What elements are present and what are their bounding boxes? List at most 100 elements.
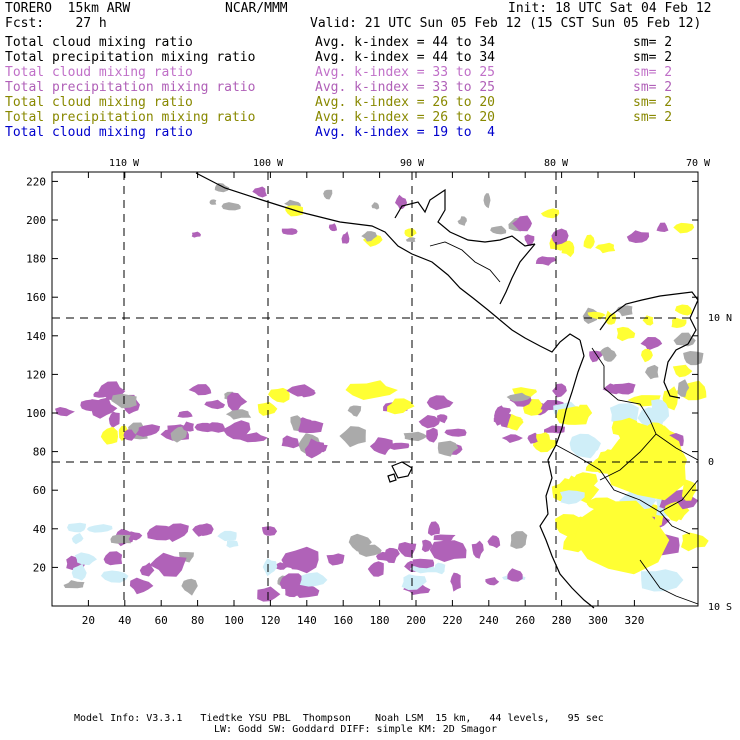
coastline-yucatan <box>394 188 536 247</box>
legend-index: Avg. k-index = 44 to 34 <box>315 35 496 50</box>
yellow-cloud-cell <box>268 387 290 403</box>
gray-cloud-cell <box>510 531 528 549</box>
axis-tick-labels: 20 40 60 80 100 120 140 160 180 200 220 240 260 280 30… <box>26 175 644 627</box>
lightblue-cloud-cell <box>569 433 601 457</box>
purple-cloud-cell <box>281 228 298 235</box>
init-time: Init: 18 UTC Sat 04 Feb 12 <box>508 1 712 16</box>
legend-sm: sm= 2 <box>633 50 673 65</box>
gray-cloud-cell <box>209 199 217 205</box>
gray-cloud-cell <box>371 202 380 210</box>
gray-cloud-cell <box>457 216 467 226</box>
purple-cloud-cell <box>412 558 435 569</box>
lightblue-cloud-cell <box>217 530 237 542</box>
yellow-cloud-cell <box>536 432 551 444</box>
y-tick-label: 100 <box>26 407 46 420</box>
purple-cloud-cell <box>196 523 214 536</box>
axis-ticks <box>52 172 698 606</box>
yellow-cloud-cell <box>574 500 670 575</box>
purple-cloud-cell <box>103 551 123 566</box>
y-tick-label: 120 <box>26 368 46 381</box>
purple-cloud-cell <box>252 186 267 198</box>
coastline-central-america <box>195 172 581 353</box>
lightblue-cloud-cell <box>71 563 87 581</box>
lightblue-cloud-cell <box>262 558 278 577</box>
model-info-line2: LW: Godd SW: Goddard DIFF: simple KM: 2D… <box>214 724 497 735</box>
legend-index: Avg. k-index = 26 to 20 <box>315 110 496 125</box>
purple-cloud-cell <box>139 562 155 577</box>
purple-cloud-cell <box>285 586 301 598</box>
purple-cloud-cell <box>589 350 603 363</box>
purple-cloud-cell <box>427 521 440 536</box>
y-tick-label: 40 <box>33 523 46 536</box>
purple-cloud-cell <box>194 422 214 433</box>
lightblue-cloud-cell <box>641 569 684 592</box>
x-tick-label: 260 <box>515 614 535 627</box>
yellow-cloud-cell <box>386 398 415 415</box>
lightblue-cloud-cell <box>86 524 113 533</box>
purple-cloud-cell <box>485 577 500 586</box>
lightblue-cloud-cell <box>299 572 328 587</box>
gray-cloud-cell <box>599 346 613 357</box>
gray-cloud-cell <box>490 225 507 235</box>
legend-label: Total cloud mixing ratio <box>5 125 193 140</box>
longitude-label: 110 W <box>109 158 140 169</box>
legend-label: Total precipitation mixing ratio <box>5 110 256 125</box>
border-colombia <box>591 347 657 481</box>
purple-cloud-cell <box>494 405 507 426</box>
purple-cloud-cell <box>656 222 669 232</box>
border-bolivia <box>639 559 699 605</box>
purple-cloud-cell <box>55 407 75 417</box>
legend-sm: sm= 2 <box>633 35 673 50</box>
longitude-label: 90 W <box>400 158 425 169</box>
purple-cloud-cell <box>426 427 438 443</box>
legend-index: Avg. k-index = 33 to 25 <box>315 80 496 95</box>
gray-cloud-cell <box>645 364 659 380</box>
purple-cloud-cell <box>288 583 320 598</box>
purple-cloud-cell <box>85 399 105 408</box>
gray-cloud-cell <box>673 332 696 347</box>
lightblue-cloud-cell <box>434 562 446 575</box>
gray-cloud-cell <box>170 426 187 443</box>
legend-index: Avg. k-index = 19 to 4 <box>315 125 496 140</box>
purple-cloud-cell <box>418 415 440 429</box>
latitude-label: 10 N <box>708 313 732 324</box>
purple-cloud-cell <box>527 432 539 444</box>
gray-cloud-cell <box>683 351 704 366</box>
longitude-label: 70 W <box>686 158 711 169</box>
purple-cloud-cell <box>507 568 523 582</box>
map-frame <box>51 171 699 607</box>
x-tick-label: 100 <box>224 614 244 627</box>
gray-cloud-cell <box>63 580 85 589</box>
yellow-cloud-cell <box>284 205 304 217</box>
purple-cloud-cell <box>182 421 194 432</box>
purple-cloud-cell <box>326 553 345 566</box>
purple-cloud-cell <box>314 444 328 453</box>
purple-cloud-cell <box>512 215 532 232</box>
x-tick-label: 140 <box>297 614 317 627</box>
yellow-cloud-cell <box>681 532 709 552</box>
purple-cloud-cell <box>138 580 151 588</box>
x-tick-label: 120 <box>260 614 280 627</box>
purple-cloud-cell <box>397 542 417 558</box>
y-tick-label: 180 <box>26 253 46 266</box>
lightblue-cloud-cell <box>100 570 129 583</box>
model-title: TORERO 15km ARW <box>5 1 131 16</box>
legend-sm: sm= 2 <box>633 80 673 95</box>
yellow-cloud-cell <box>671 317 687 328</box>
legend-index: Avg. k-index = 26 to 20 <box>315 95 496 110</box>
purple-cloud-cell <box>614 382 636 395</box>
yellow-cloud-cell <box>641 348 653 363</box>
legend-label: Total precipitation mixing ratio <box>5 50 256 65</box>
x-tick-label: 300 <box>588 614 608 627</box>
purple-cloud-cell <box>123 429 137 441</box>
gray-cloud-cell <box>110 534 132 544</box>
yellow-cloud-cell <box>540 208 560 219</box>
lightblue-cloud-cell <box>560 490 585 505</box>
organization: NCAR/MMM <box>225 1 288 16</box>
legend-index: Avg. k-index = 33 to 25 <box>315 65 496 80</box>
x-tick-label: 200 <box>406 614 426 627</box>
gray-cloud-cell <box>677 379 690 397</box>
gray-cloud-cell <box>221 202 241 211</box>
gray-cloud-cell <box>225 409 252 420</box>
purple-cloud-cell <box>444 428 467 437</box>
